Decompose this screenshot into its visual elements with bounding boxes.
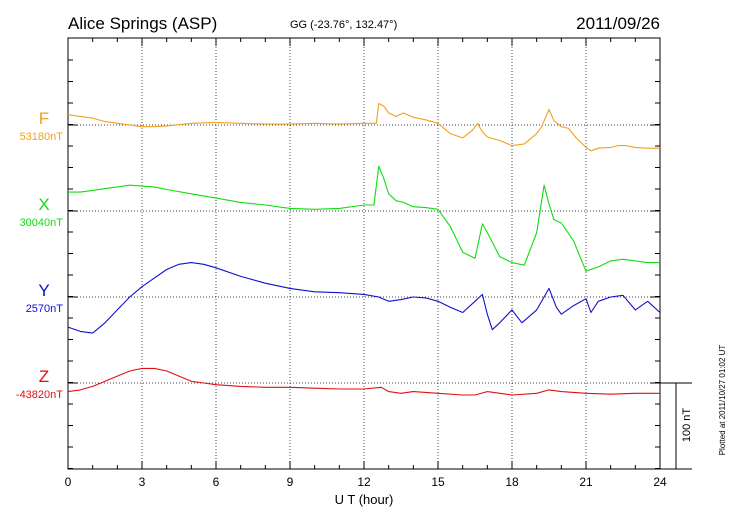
series-name-f: F: [39, 109, 49, 128]
plotted-at-footnote: Plotted at 2011/10/27 01:02 UT: [718, 345, 727, 456]
scale-bar-label: 100 nT: [681, 408, 693, 443]
x-tick-label: 24: [653, 475, 667, 489]
x-tick-label: 3: [139, 475, 146, 489]
chart-date: 2011/09/26: [576, 14, 660, 33]
x-axis-label: U T (hour): [335, 492, 394, 507]
x-tick-label: 21: [579, 475, 593, 489]
series-name-z: Z: [39, 367, 49, 386]
x-tick-label: 0: [65, 475, 72, 489]
series-baseline-label-y: 2570nT: [26, 303, 64, 315]
x-tick-label: 9: [287, 475, 294, 489]
series-line-f: [67, 102, 660, 152]
series-line-x: [68, 165, 660, 272]
chart-title: Alice Springs (ASP): [68, 14, 217, 33]
series-baseline-label-x: 30040nT: [20, 217, 64, 229]
chart-subtitle: GG (-23.76°, 132.47°): [290, 19, 397, 31]
series-name-x: X: [38, 195, 49, 214]
series-line-z: [67, 367, 660, 396]
x-tick-label: 12: [357, 475, 371, 489]
x-tick-label: 6: [213, 475, 220, 489]
series-name-y: Y: [38, 281, 49, 300]
series-baseline-label-f: 53180nT: [20, 131, 64, 143]
x-tick-label: 15: [431, 475, 445, 489]
x-tick-label: 18: [505, 475, 519, 489]
series-baseline-label-z: -43820nT: [16, 389, 63, 401]
series-line-y: [67, 262, 661, 334]
